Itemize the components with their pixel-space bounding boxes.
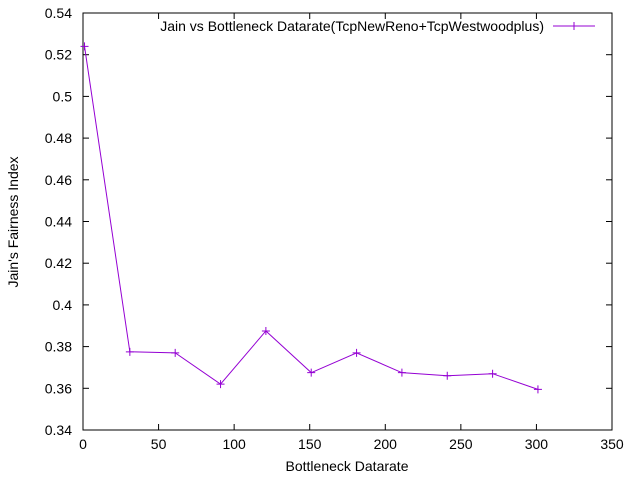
y-tick-label: 0.54 (45, 5, 72, 21)
x-tick-label: 200 (374, 436, 398, 452)
y-axis-title: Jain's Fairness Index (5, 156, 21, 287)
data-point-marker (125, 347, 134, 356)
y-axis-ticks: 0.34 0.36 0.38 0.4 0.42 0.44 0.46 0.48 0.5 0.52 0.… (45, 5, 612, 438)
data-point-marker (533, 385, 542, 394)
data-point-marker (171, 348, 180, 357)
data-point-marker (443, 371, 452, 380)
y-tick-label: 0.42 (45, 255, 72, 271)
legend-marker (570, 22, 578, 30)
y-tick-label: 0.44 (45, 214, 72, 230)
x-tick-label: 300 (525, 436, 549, 452)
data-point-marker (216, 380, 225, 389)
legend-label: Jain vs Bottleneck Datarate(TcpNewReno+T… (160, 18, 544, 34)
x-tick-label: 350 (600, 436, 624, 452)
x-tick-label: 100 (222, 436, 246, 452)
x-tick-label: 250 (449, 436, 473, 452)
y-tick-label: 0.52 (45, 47, 72, 63)
x-axis-ticks: 0 50 100 150 200 250 300 350 (79, 13, 624, 452)
y-tick-label: 0.4 (53, 297, 73, 313)
y-tick-label: 0.34 (45, 422, 72, 438)
data-point-marker (261, 326, 270, 335)
x-axis-title: Bottleneck Datarate (286, 458, 409, 474)
x-tick-label: 0 (79, 436, 87, 452)
legend: Jain vs Bottleneck Datarate(TcpNewReno+T… (160, 18, 595, 34)
data-point-marker (307, 368, 316, 377)
y-tick-label: 0.38 (45, 339, 72, 355)
y-tick-label: 0.36 (45, 380, 72, 396)
data-point-marker (352, 348, 361, 357)
data-point-marker (397, 368, 406, 377)
data-point-marker (488, 369, 497, 378)
y-tick-label: 0.5 (53, 88, 73, 104)
series-layer (80, 42, 542, 394)
y-tick-label: 0.46 (45, 172, 72, 188)
x-tick-label: 50 (151, 436, 167, 452)
x-tick-label: 150 (298, 436, 322, 452)
y-tick-label: 0.48 (45, 130, 72, 146)
data-point-marker (80, 42, 89, 51)
